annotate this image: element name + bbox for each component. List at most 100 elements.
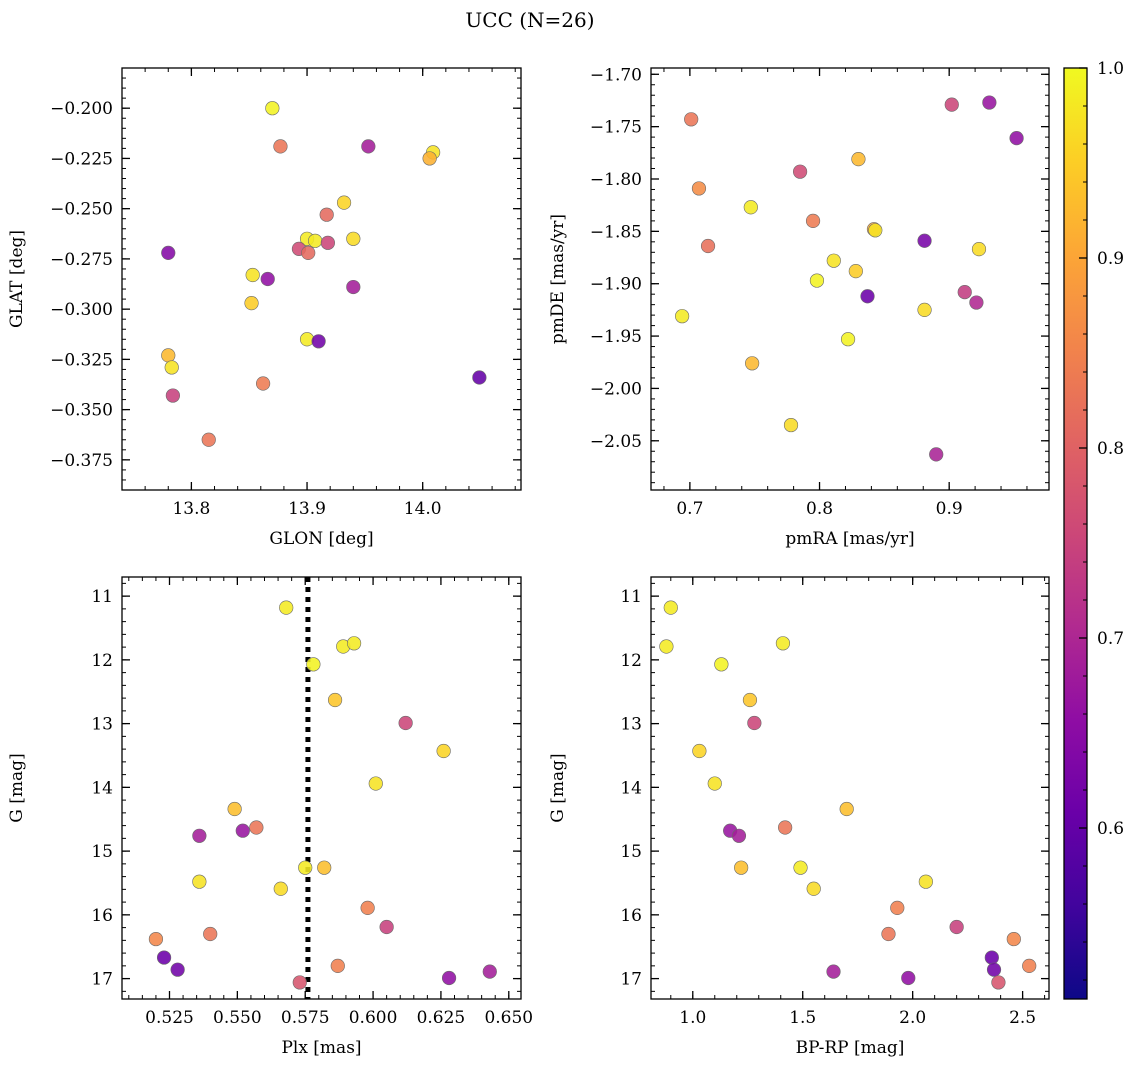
scatter-point <box>249 820 264 835</box>
scatter-point <box>868 223 883 238</box>
x-tick-label: 0.600 <box>349 1008 398 1028</box>
axes-frame <box>121 67 522 491</box>
x-axis-label: Plx [mas] <box>281 1038 361 1058</box>
scatter-point <box>441 970 457 986</box>
scatter-point <box>860 289 875 304</box>
scatter-point <box>684 112 699 127</box>
x-axis-label: BP-RP [mag] <box>796 1038 905 1058</box>
y-tick-label: −0.200 <box>50 99 113 119</box>
scatter-point <box>319 207 334 222</box>
x-tick-label: 0.7 <box>676 499 703 519</box>
scatter-points <box>148 600 497 990</box>
panel-4: 1.0 1.5 2.0 2.5 11 12 13 14 15 16 17 BP-RP [mag] G [… <box>548 576 1050 1058</box>
scatter-point <box>982 95 997 110</box>
scatter-point <box>1022 958 1037 973</box>
colorbar-tick-label: 0.8 <box>1097 439 1124 459</box>
major-ticks <box>651 68 1049 490</box>
scatter-point <box>840 332 856 347</box>
colorbar-gradient <box>1063 67 1088 1000</box>
scatter-point <box>165 388 180 403</box>
y-tick-label: 14 <box>91 778 113 798</box>
y-tick-label: −0.250 <box>50 200 113 220</box>
y-tick-label: 16 <box>620 906 642 926</box>
x-tick-label: 0.8 <box>806 499 833 519</box>
scatter-point <box>260 271 275 287</box>
scatter-point <box>308 233 323 248</box>
scatter-point <box>747 715 762 731</box>
y-tick-label: 11 <box>91 587 113 607</box>
axes-frame <box>650 67 1050 491</box>
scatter-point <box>848 264 863 279</box>
scatter-point <box>881 926 896 942</box>
scatter-point <box>851 152 866 167</box>
scatter-point <box>192 828 207 843</box>
scatter-point <box>692 743 707 759</box>
scatter-point <box>742 692 758 708</box>
scatter-point <box>734 860 749 875</box>
scatter-point <box>346 279 361 295</box>
axes-frame <box>650 576 1050 1000</box>
y-axis-label: G [mag] <box>548 753 568 822</box>
scatter-point <box>201 432 216 447</box>
panel-3: 0.525 0.550 0.575 0.600 0.625 0.650 11 12 13 14 15… <box>7 576 533 1058</box>
scatter-point <box>245 267 260 283</box>
major-ticks <box>651 577 1049 999</box>
scatter-point <box>805 213 821 228</box>
scatter-point <box>984 950 999 965</box>
scatter-point <box>792 164 808 179</box>
scatter-point <box>292 975 307 990</box>
scatter-point <box>422 151 437 166</box>
y-tick-label: −0.350 <box>50 401 113 421</box>
y-tick-label: 14 <box>620 778 642 798</box>
scatter-point <box>368 776 383 791</box>
scatter-point <box>949 919 964 935</box>
scatter-point <box>743 200 758 215</box>
scatter-point <box>192 874 207 889</box>
scatter-point <box>472 370 487 385</box>
x-axis-label: pmRA [mas/yr] <box>785 529 914 549</box>
scatter-point <box>398 715 413 731</box>
colorbar: 0.6 0.7 0.8 0.9 1.0 <box>1063 59 1124 1000</box>
y-tick-label: 17 <box>620 970 642 990</box>
scatter-point <box>148 931 164 947</box>
y-tick-label: −0.325 <box>50 350 113 370</box>
panel-1: 13.8 13.9 14.0 −0.200 −0.225 −0.250 −0.275 −0.3… <box>7 67 522 549</box>
y-tick-label: 15 <box>620 842 642 862</box>
scatter-point <box>731 828 747 843</box>
scatter-point <box>809 273 825 288</box>
y-tick-label: −1.95 <box>590 327 642 347</box>
scatter-point <box>330 958 345 973</box>
colorbar-tick-label: 0.6 <box>1097 819 1124 839</box>
scatter-point <box>298 860 313 875</box>
x-tick-label: 0.525 <box>145 1008 194 1028</box>
x-tick-label: 0.9 <box>936 499 963 519</box>
y-tick-label: 15 <box>91 842 113 862</box>
scatter-point <box>714 657 729 672</box>
y-tick-label: 16 <box>91 906 113 926</box>
scatter-point <box>336 195 352 210</box>
x-tick-label: 1.5 <box>789 1008 816 1028</box>
scatter-point <box>663 600 678 615</box>
scatter-point <box>436 743 451 759</box>
minor-ticks <box>122 577 521 999</box>
scatter-point <box>227 801 242 817</box>
scatter-point <box>311 334 326 349</box>
scatter-point <box>255 376 271 391</box>
scatter-point <box>203 926 218 942</box>
scatter-point <box>346 636 362 651</box>
scatter-point <box>306 657 321 672</box>
y-tick-label: −1.85 <box>590 222 642 242</box>
scatter-point <box>360 900 375 915</box>
y-tick-label: −0.375 <box>50 451 113 471</box>
y-tick-label: −1.80 <box>590 170 642 190</box>
y-tick-label: −2.05 <box>590 432 642 452</box>
axes-frame <box>121 576 522 1000</box>
scatter-point <box>917 233 932 248</box>
scatter-point <box>317 860 332 875</box>
scatter-point <box>991 975 1006 990</box>
scatter-point <box>265 101 280 116</box>
scatter-point <box>918 874 933 889</box>
x-axis-label: GLON [deg] <box>269 529 373 549</box>
y-tick-label: 17 <box>91 970 113 990</box>
